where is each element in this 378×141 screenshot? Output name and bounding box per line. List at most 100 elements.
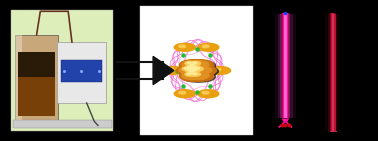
Circle shape [185,66,206,74]
Circle shape [184,69,213,80]
Circle shape [185,72,195,76]
Circle shape [184,66,213,77]
Ellipse shape [330,13,336,15]
Bar [280,14,290,118]
Bar [13,120,112,128]
Circle shape [209,67,231,74]
Polygon shape [282,118,289,123]
Circle shape [191,72,201,76]
Circle shape [182,64,211,75]
Polygon shape [153,56,174,85]
Circle shape [190,68,194,69]
Circle shape [187,64,209,72]
Circle shape [167,68,174,71]
Circle shape [174,43,195,51]
Circle shape [182,64,204,72]
Circle shape [187,62,191,64]
Circle shape [187,69,192,71]
Bar [332,14,333,131]
Bar [288,14,289,118]
Circle shape [182,68,204,76]
Bar [61,60,102,82]
Bar [275,14,296,118]
Circle shape [187,68,209,76]
Circle shape [187,71,215,82]
Circle shape [185,61,195,65]
Circle shape [195,68,200,69]
Circle shape [187,73,191,75]
Circle shape [190,65,200,69]
Circle shape [177,65,205,76]
Circle shape [184,68,189,69]
Circle shape [184,67,213,77]
Circle shape [185,69,195,72]
Circle shape [181,60,210,71]
Circle shape [192,69,197,71]
Circle shape [181,71,210,82]
Circle shape [187,61,209,69]
Circle shape [184,63,213,73]
Bar [325,14,340,131]
Circle shape [185,69,206,77]
Circle shape [185,71,214,81]
Circle shape [184,64,213,74]
Circle shape [190,64,194,66]
Bar [330,14,336,131]
Bar [282,14,289,118]
Circle shape [187,66,192,68]
Circle shape [193,62,197,64]
Circle shape [174,90,195,98]
Bar [18,77,55,116]
Circle shape [188,64,198,68]
Circle shape [190,66,218,77]
Bar [15,35,58,120]
Circle shape [191,61,201,65]
Circle shape [180,71,208,81]
Circle shape [179,45,186,48]
Circle shape [202,92,209,94]
Circle shape [180,64,209,74]
Circle shape [179,66,201,74]
Circle shape [185,60,214,70]
Bar [11,10,113,131]
Circle shape [178,66,207,77]
Bar [328,14,337,131]
Circle shape [198,43,219,51]
Circle shape [190,69,200,72]
Circle shape [185,63,206,71]
Circle shape [180,67,209,77]
Bar [57,42,106,103]
Circle shape [188,70,198,74]
Bar [15,35,22,120]
Circle shape [182,67,192,71]
Ellipse shape [282,13,289,16]
Bar [140,6,253,135]
Bar [278,14,293,118]
Circle shape [190,71,194,72]
Bar [18,52,55,116]
Circle shape [202,45,209,48]
Circle shape [185,65,195,69]
Bar [284,14,287,118]
Circle shape [190,66,212,74]
Circle shape [182,68,211,79]
Circle shape [163,67,184,74]
Circle shape [180,60,208,70]
Circle shape [187,71,209,80]
Circle shape [182,62,211,73]
Circle shape [182,61,203,69]
Circle shape [198,90,219,98]
Circle shape [188,67,198,71]
Circle shape [179,92,186,94]
Circle shape [214,68,221,71]
Circle shape [182,65,211,76]
Circle shape [182,71,203,80]
Circle shape [193,73,197,75]
Circle shape [186,67,215,78]
Circle shape [182,67,211,78]
Circle shape [186,64,215,75]
Circle shape [187,60,215,71]
Circle shape [188,65,217,76]
Circle shape [192,66,197,68]
Circle shape [193,67,203,71]
